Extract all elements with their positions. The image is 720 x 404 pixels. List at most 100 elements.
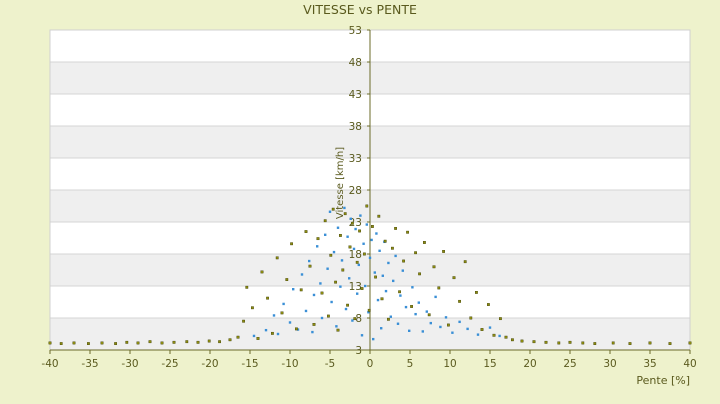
x-tick-label: 40 <box>683 358 696 370</box>
x-tick-label: -40 <box>41 358 58 370</box>
data-point <box>86 342 90 345</box>
data-point <box>351 221 354 225</box>
data-point <box>339 234 342 237</box>
data-point <box>354 227 357 231</box>
data-point <box>236 335 240 339</box>
data-point <box>365 204 369 208</box>
data-point <box>371 225 374 228</box>
data-point <box>425 310 428 313</box>
data-point <box>611 341 615 345</box>
data-point <box>343 206 346 210</box>
data-point <box>196 340 200 344</box>
data-point <box>392 279 395 283</box>
data-point <box>404 305 408 309</box>
data-point <box>376 298 380 302</box>
data-point <box>48 341 52 345</box>
data-point <box>458 299 461 303</box>
data-point <box>356 292 359 295</box>
data-point <box>492 333 496 337</box>
y-tick-label: 43 <box>349 89 362 101</box>
data-point <box>336 226 340 229</box>
data-point <box>475 291 478 294</box>
data-point <box>444 316 448 319</box>
data-point <box>340 259 344 262</box>
data-point <box>327 314 330 318</box>
data-point <box>374 275 377 279</box>
x-tick-label: 25 <box>563 358 576 370</box>
y-tick-label: 48 <box>349 57 362 69</box>
data-point <box>480 328 484 331</box>
data-point <box>355 260 359 264</box>
x-tick-label: -5 <box>325 358 335 370</box>
data-point <box>316 245 319 248</box>
data-point <box>520 339 524 343</box>
data-point <box>408 329 411 332</box>
y-tick-label: 3 <box>355 345 362 357</box>
chart-title: VITESSE vs PENTE <box>303 2 417 17</box>
data-point <box>285 278 289 281</box>
data-point <box>427 313 431 317</box>
data-point <box>271 331 274 335</box>
data-point <box>308 264 312 268</box>
data-point <box>380 297 384 301</box>
data-point <box>335 325 338 328</box>
x-tick-label: 5 <box>407 358 414 370</box>
data-point <box>304 309 308 313</box>
y-axis-title: Vitesse [km/h] <box>335 147 346 219</box>
data-point <box>668 342 672 345</box>
data-point <box>451 331 454 334</box>
data-point <box>402 259 405 263</box>
data-point <box>290 242 293 246</box>
data-point <box>498 334 501 338</box>
data-point <box>346 235 349 238</box>
data-point <box>344 307 348 311</box>
data-point <box>339 285 342 288</box>
data-point <box>417 301 420 304</box>
data-point <box>308 259 311 263</box>
data-point <box>358 229 361 233</box>
data-point <box>328 210 332 213</box>
data-point <box>351 319 354 322</box>
y-axis-title-group: Vitesse [km/h] <box>335 147 346 219</box>
data-point <box>375 232 378 235</box>
data-point <box>377 214 381 218</box>
data-point <box>466 327 469 331</box>
data-point <box>394 226 397 230</box>
data-point <box>275 256 279 260</box>
data-point <box>280 311 284 315</box>
x-tick-label: -10 <box>281 358 298 370</box>
data-point <box>414 312 417 316</box>
data-point <box>367 308 371 312</box>
x-tick-label: -15 <box>241 358 258 370</box>
data-point <box>367 311 370 314</box>
data-point <box>421 330 424 333</box>
data-point <box>207 339 211 343</box>
x-tick-label: 35 <box>643 358 656 370</box>
x-tick-label: 0 <box>367 358 374 370</box>
data-point <box>532 340 536 344</box>
data-point <box>260 270 264 274</box>
data-point <box>245 285 249 289</box>
data-point <box>439 325 442 329</box>
data-point <box>469 316 473 320</box>
data-point <box>59 342 63 345</box>
data-point <box>581 341 585 345</box>
data-point <box>276 332 280 336</box>
data-point <box>593 342 597 345</box>
data-point <box>365 223 368 226</box>
data-point <box>272 314 276 317</box>
data-point <box>185 340 189 344</box>
data-point <box>334 280 337 284</box>
y-tick-label: 28 <box>349 185 362 197</box>
data-point <box>264 328 268 332</box>
data-point <box>295 327 298 331</box>
data-point <box>499 317 502 321</box>
data-point <box>360 287 364 290</box>
data-point <box>256 337 260 340</box>
data-point <box>242 319 245 323</box>
data-point <box>323 219 327 223</box>
x-tick-label: 15 <box>483 358 496 370</box>
data-point <box>387 261 390 265</box>
